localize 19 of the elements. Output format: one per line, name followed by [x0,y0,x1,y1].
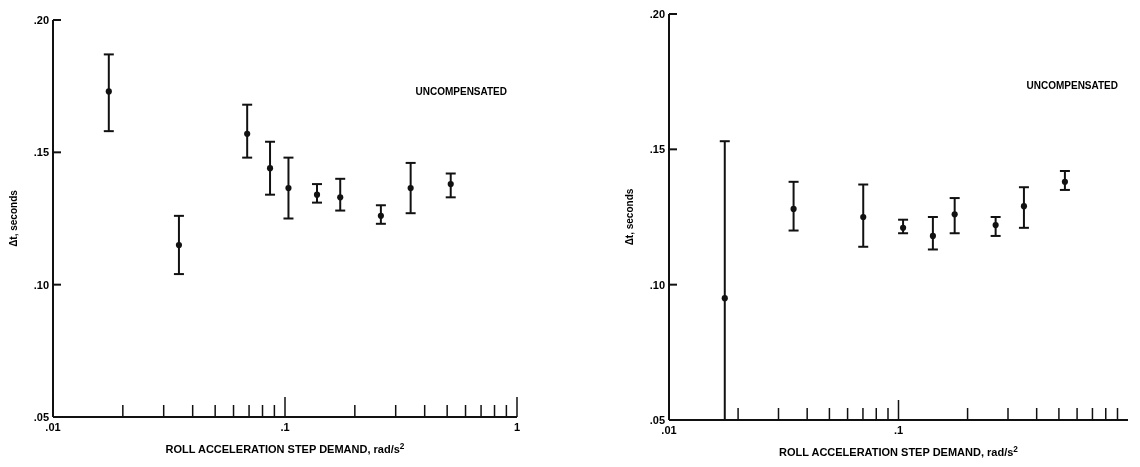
y-tick-label: .15 [649,143,665,156]
x-tick-label: .01 [45,421,61,433]
annotation: UNCOMPENSATED [1026,80,1118,91]
x-axis-title: ROLL ACCELERATION STEP DEMAND, rad/s$^{2}$ [165,441,405,455]
x-axis-title: ROLL ACCELERATION STEP DEMAND, rad/s$^{2}$ [779,444,1019,458]
y-tick-label: .05 [649,413,665,426]
x-tick-label: .01 [661,424,677,436]
y-tick-label: .20 [649,7,665,20]
y-tick-label: .05 [33,410,49,423]
annotation: UNCOMPENSATED [415,86,507,97]
y-tick-label: .10 [33,278,49,291]
y-tick-label: .10 [649,278,665,291]
y-tick-label: .20 [33,13,49,26]
x-tick-label: .1 [280,421,290,433]
x-tick-label: .1 [893,424,904,436]
x-tick-label: 1 [513,421,521,433]
y-axis-title: Δt, seconds [8,189,19,247]
y-axis-title: Δt, seconds [624,188,635,246]
y-tick-label: .15 [33,146,49,159]
